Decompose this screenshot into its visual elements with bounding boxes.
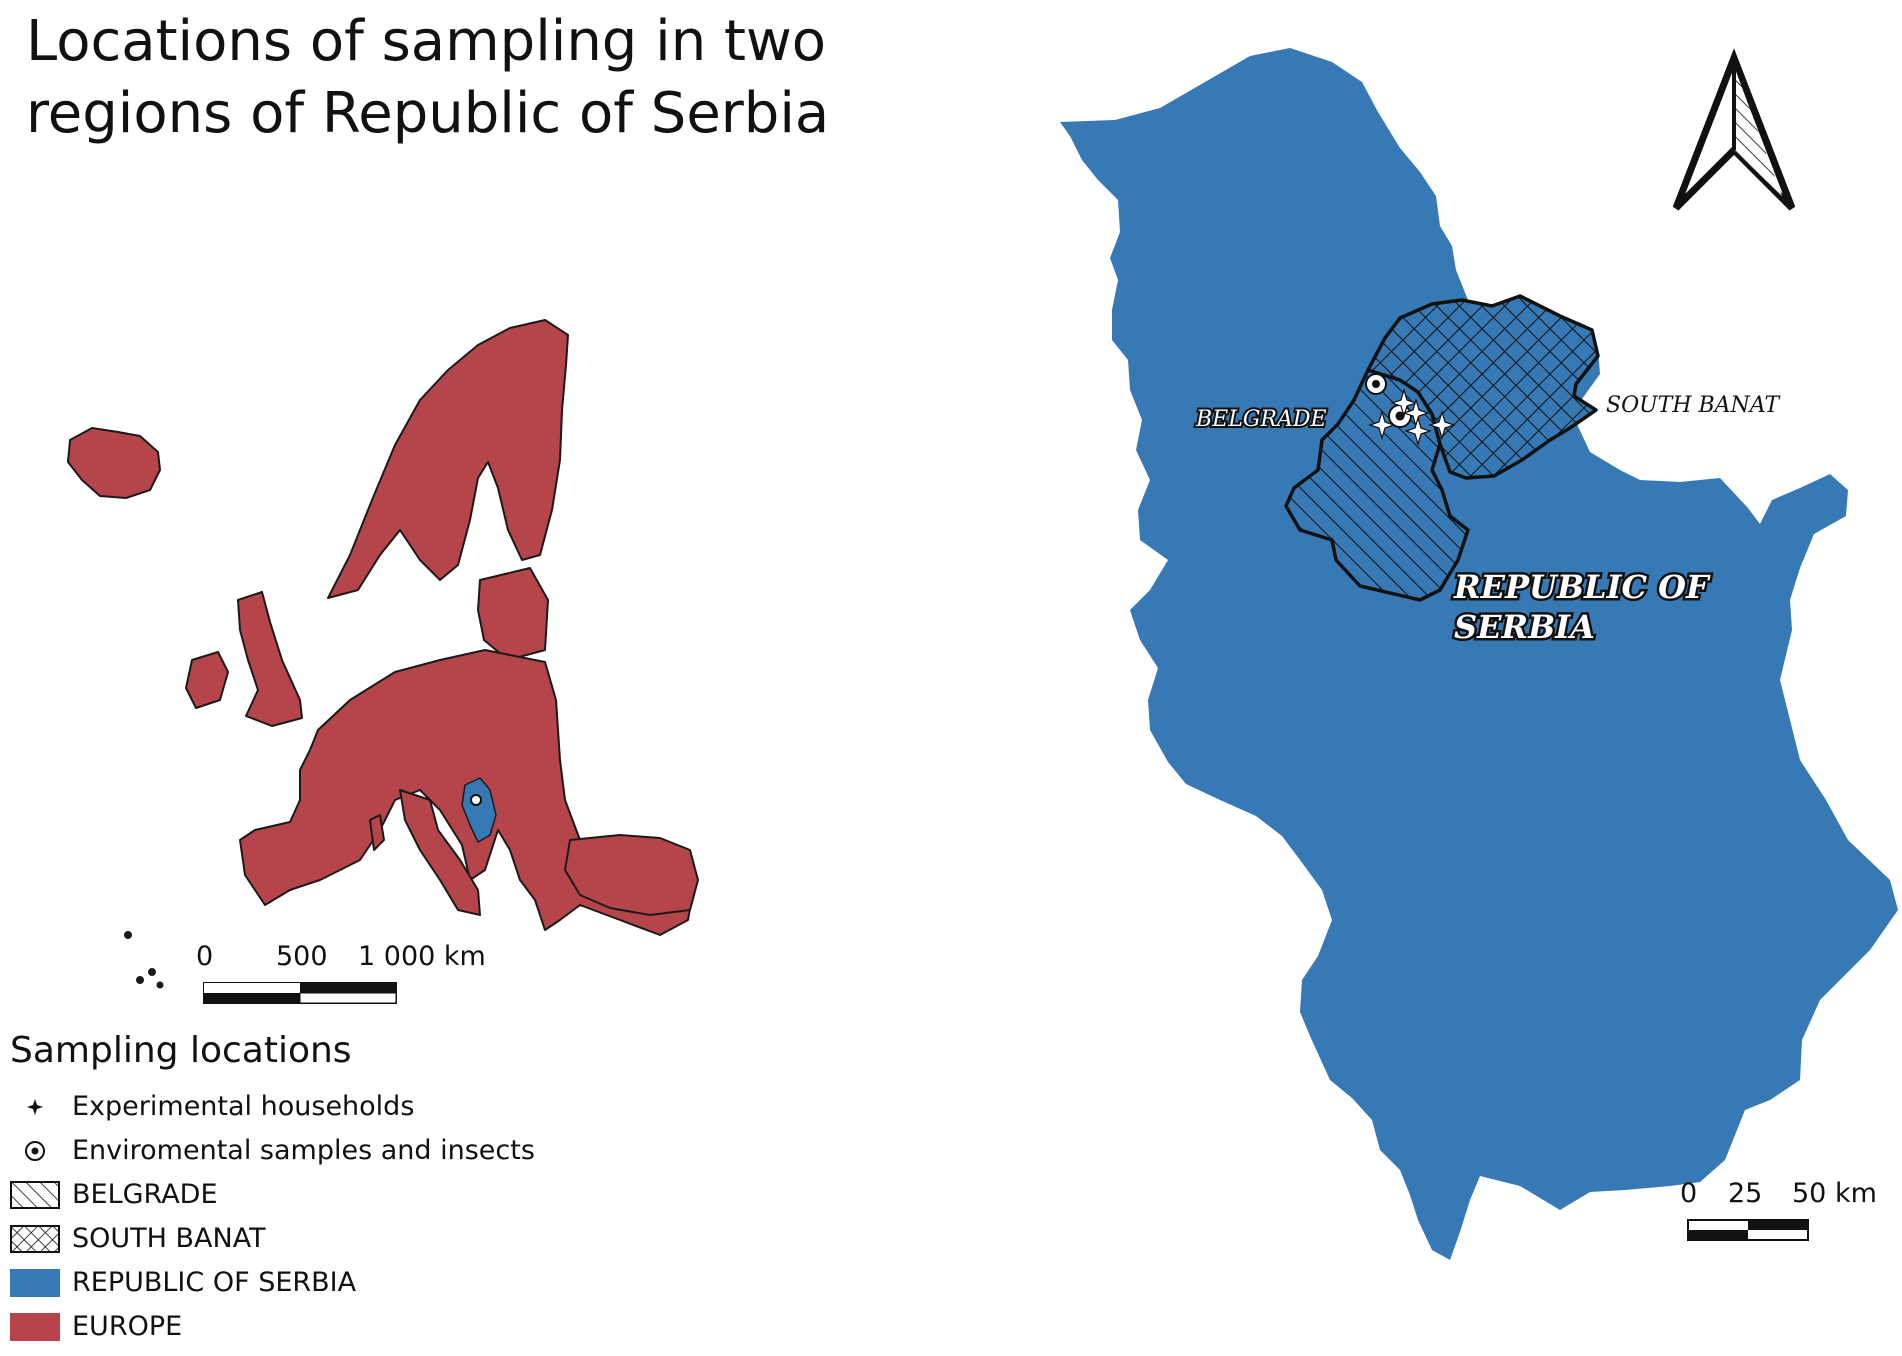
map-title: Locations of sampling in two regions of … — [26, 6, 846, 150]
legend-title: Sampling locations — [10, 1030, 352, 1071]
household-star-marker — [1404, 415, 1432, 447]
household-star-marker — [1428, 409, 1456, 441]
diagonal-hatch-icon — [10, 1181, 60, 1209]
title-line-1: Locations of sampling in two — [26, 9, 827, 74]
turkey-shape — [564, 834, 699, 916]
environmental-sample-marker — [1388, 404, 1412, 428]
legend-item-europe: EUROPE — [10, 1307, 352, 1351]
serbia-inset-region-marker — [470, 794, 482, 806]
label-serbia-line-2: SERBIA — [1454, 608, 1595, 646]
legend-label: SOUTH BANAT — [72, 1223, 266, 1254]
europe-map — [67, 319, 699, 989]
title-line-2: regions of Republic of Serbia — [26, 81, 830, 146]
legend-item-south-banat: SOUTH BANAT — [10, 1219, 352, 1263]
serbia-shape — [1060, 48, 1898, 1260]
island-shape — [148, 968, 156, 976]
legend-item-households: Experimental households — [10, 1087, 414, 1131]
crosshatch-icon — [10, 1225, 60, 1253]
label-serbia-line-1: REPUBLIC OF — [1453, 568, 1711, 606]
europe-scale-label-1000: 1 000 km — [358, 941, 486, 972]
europe-scale-label-0: 0 — [196, 941, 213, 972]
baltics-shape — [477, 567, 549, 661]
sample-markers — [1365, 373, 1456, 447]
environmental-sample-marker — [1365, 373, 1387, 395]
serbia-scale-label-25: 25 — [1728, 1178, 1762, 1209]
iceland-shape — [67, 427, 161, 499]
label-belgrade: BELGRADE — [1195, 407, 1327, 432]
legend-label: Enviromental samples and insects — [72, 1135, 535, 1166]
serbia-scale-label-50: 50 km — [1792, 1178, 1877, 1209]
scandinavia-shape — [327, 319, 569, 599]
label-south-banat: SOUTH BANAT — [1606, 393, 1781, 418]
italy-shape — [399, 789, 481, 916]
island-shape — [124, 931, 132, 939]
legend-label: EUROPE — [72, 1311, 183, 1342]
corsica-shape — [369, 814, 385, 851]
serbia-scale-bar: 0 25 50 km — [1680, 1178, 1877, 1241]
star-icon — [27, 1099, 43, 1115]
great-britain-shape — [237, 591, 303, 727]
south-banat-region — [1366, 294, 1600, 480]
north-arrow-icon — [1672, 48, 1796, 211]
legend-label: BELGRADE — [72, 1179, 218, 1210]
ireland-shape — [185, 651, 229, 709]
island-shape — [136, 976, 144, 984]
red-fill-icon — [10, 1313, 60, 1341]
legend: Sampling locations Experimental househol… — [10, 1030, 535, 1351]
blue-fill-icon — [10, 1269, 60, 1297]
legend-label: Experimental households — [72, 1091, 415, 1122]
serbia-scale-label-0: 0 — [1680, 1178, 1697, 1209]
household-star-marker — [1368, 409, 1396, 441]
legend-item-belgrade: BELGRADE — [10, 1175, 352, 1219]
europe-scale-label-500: 500 — [276, 941, 328, 972]
household-star-marker — [1390, 387, 1418, 419]
circled-dot-icon — [25, 1141, 45, 1161]
legend-item-serbia: REPUBLIC OF SERBIA — [10, 1263, 356, 1307]
island-shape — [156, 981, 164, 989]
serbia-inset-shape — [461, 777, 497, 843]
serbia-map: BELGRADE SOUTH BANAT REPUBLIC OF SERBIA — [1060, 48, 1898, 1260]
europe-scale-bar: 0 500 1 000 km — [196, 941, 486, 1004]
legend-item-environmental: Enviromental samples and insects — [10, 1131, 535, 1175]
legend-label: REPUBLIC OF SERBIA — [72, 1267, 357, 1298]
